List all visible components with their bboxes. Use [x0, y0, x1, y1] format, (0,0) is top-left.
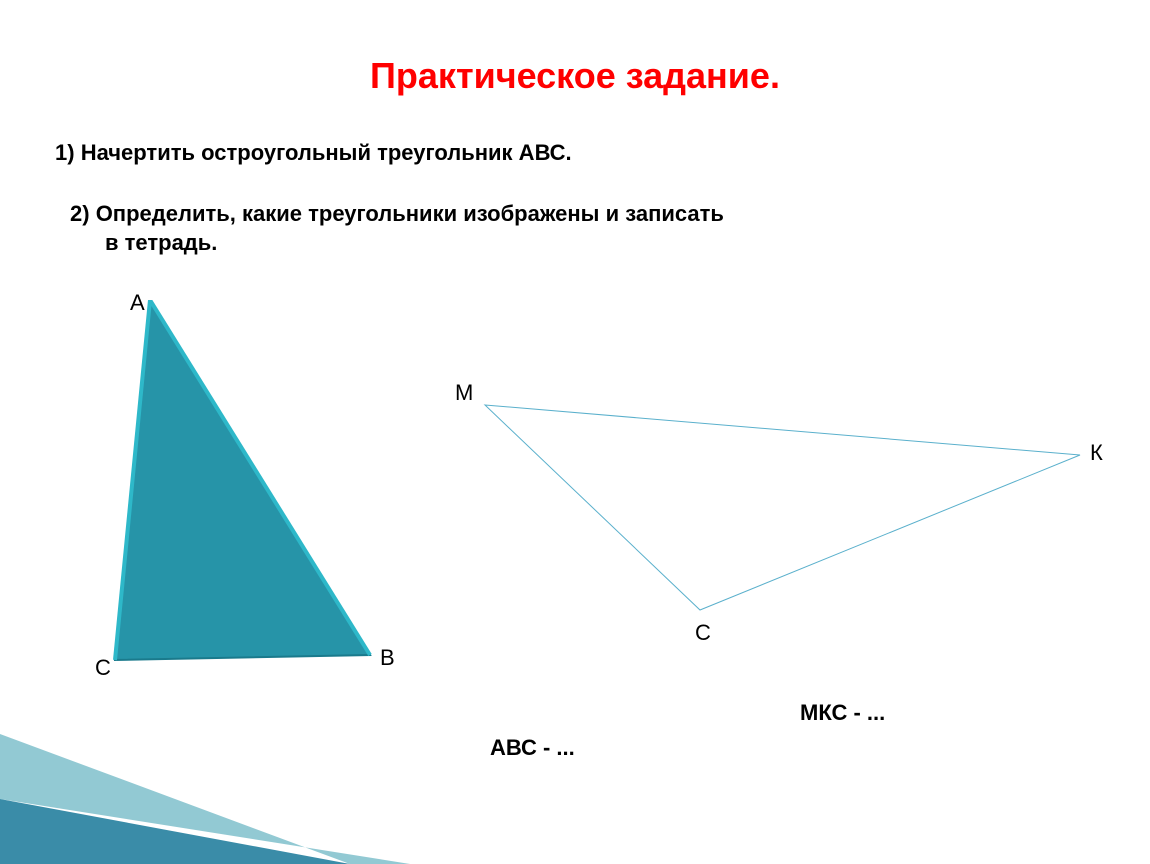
triangle-mkc-diagram: М К С	[440, 360, 1140, 660]
task-1: 1) Начертить остроугольный треугольник А…	[55, 140, 572, 166]
answer-mkc: МКС - ...	[800, 700, 885, 726]
page-title: Практическое задание.	[0, 55, 1150, 97]
vertex-label-mkc-c: С	[695, 620, 711, 646]
triangle-abc-shape	[115, 300, 370, 660]
answer-abc: АВС - ...	[490, 735, 575, 761]
task-1-text: Начертить остроугольный треугольник АВС.	[81, 140, 572, 165]
vertex-label-a: А	[130, 290, 145, 316]
task-2-line1: Определить, какие треугольники изображен…	[96, 201, 724, 226]
triangle-mkc-svg	[440, 360, 1140, 660]
slide-container: Практическое задание. 1) Начертить остро…	[0, 0, 1150, 864]
task-2-number: 2)	[70, 201, 90, 226]
vertex-label-k: К	[1090, 440, 1103, 466]
triangle-mkc-shape	[485, 405, 1080, 610]
task-1-number: 1)	[55, 140, 75, 165]
triangle-abc-diagram: А В С	[100, 300, 400, 700]
vertex-label-b: В	[380, 645, 395, 671]
corner-decoration	[0, 734, 410, 864]
triangle-abc-svg	[100, 300, 400, 700]
task-2-line2: в тетрадь.	[105, 230, 217, 255]
task-2: 2) Определить, какие треугольники изобра…	[70, 200, 724, 257]
title-text: Практическое задание.	[370, 55, 780, 96]
vertex-label-c: С	[95, 655, 111, 681]
vertex-label-m: М	[455, 380, 473, 406]
